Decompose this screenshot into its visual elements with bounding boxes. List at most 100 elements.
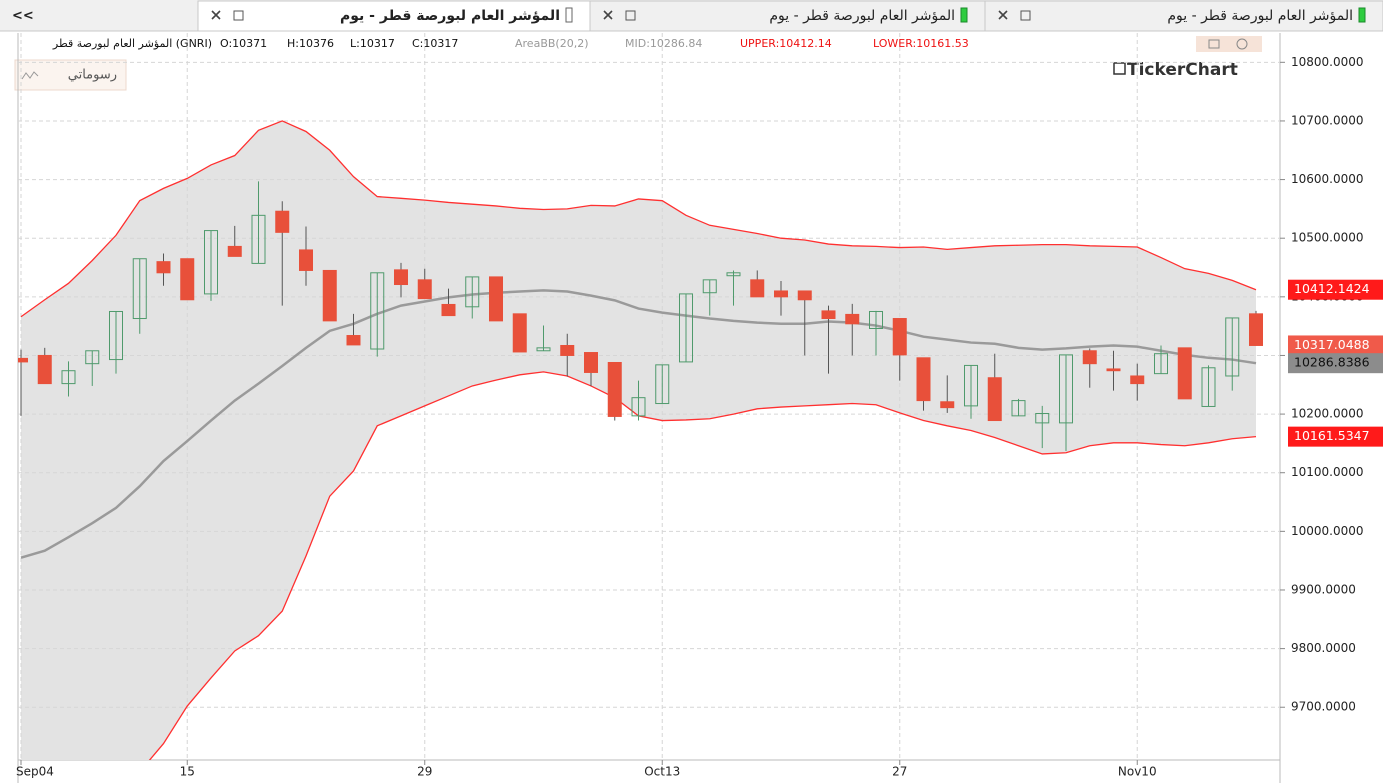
tab-title[interactable]: المؤشر العام لبورصة قطر - يوم (1167, 8, 1353, 24)
candle-body (394, 269, 408, 286)
drawings-icon (21, 71, 39, 80)
panel-controls-box[interactable] (1196, 36, 1262, 52)
candle-body (679, 293, 693, 363)
settings-icon[interactable] (1236, 38, 1248, 50)
candle-body (251, 214, 266, 264)
y-tick-label: 10600.0000 (1291, 172, 1364, 186)
price-tag-label: 10317.0488 (1294, 337, 1370, 352)
candle-body (441, 303, 456, 317)
candle-body (1082, 350, 1097, 365)
candle-body (1130, 375, 1145, 385)
tab-title[interactable]: المؤشر العام لبورصة قطر - يوم (769, 8, 955, 24)
candle-body (869, 310, 883, 329)
tab[interactable]: المؤشر العام لبورصة قطر - يوم (589, 0, 986, 32)
ohlc-label: L:10317 (350, 37, 395, 50)
drawings-label[interactable]: رسوماتي (68, 68, 117, 83)
tabs: المؤشر العام لبورصة قطر - يوم المؤشر العا… (197, 0, 1383, 32)
candle-body (512, 313, 527, 353)
x-tick-label: 27 (892, 765, 907, 779)
candle-body (275, 210, 290, 233)
candle-body (845, 313, 860, 325)
indicator-lower: LOWER:10161.53 (873, 37, 969, 50)
candle-body (964, 364, 978, 407)
price-tag-label: 10286.8386 (1294, 355, 1370, 370)
candle-body (750, 279, 765, 298)
nav-button[interactable]: << (12, 9, 34, 24)
candle-body (940, 401, 955, 409)
indicator-name: AreaBB(20,2) (515, 37, 588, 50)
candle-body (560, 344, 575, 356)
plot (18, 33, 1280, 760)
tab-box[interactable] (197, 0, 591, 32)
candle-body (85, 350, 100, 365)
y-tick-label: 9900.0000 (1291, 582, 1356, 596)
tab-maximize[interactable] (625, 10, 636, 21)
y-tick-label: 10200.0000 (1291, 407, 1364, 421)
candle-body (322, 269, 337, 322)
panel-controls[interactable] (1196, 36, 1262, 52)
price-tag (1288, 353, 1383, 374)
candle-body (987, 377, 1002, 422)
y-tick-label: 9700.0000 (1291, 700, 1356, 714)
candle-body (346, 335, 361, 346)
candle-body (916, 357, 931, 402)
tab-close[interactable] (998, 10, 1008, 20)
tab-maximize[interactable] (1020, 10, 1031, 21)
candle-body (204, 230, 218, 295)
tab-box[interactable] (984, 0, 1383, 32)
candle-body (299, 249, 313, 271)
indicator-upper: UPPER:10412.14 (740, 37, 832, 50)
candle-body (61, 370, 76, 385)
drawings-button[interactable]: رسوماتي (14, 59, 127, 91)
y-tick-label: 10100.0000 (1291, 465, 1364, 479)
candle-body (1035, 413, 1050, 424)
y-tick-label: 10500.0000 (1291, 231, 1364, 245)
ohlc-label: O:10371 (220, 37, 267, 50)
tab-status (960, 7, 968, 23)
candle-body (1059, 354, 1073, 424)
candle-body (227, 245, 242, 257)
info-line: المؤشر العام لبورصة قطر (GNRI) O:10371 H:1… (52, 37, 969, 50)
price-tag (1288, 335, 1383, 356)
candle-body (370, 272, 385, 350)
candle-body (584, 352, 598, 373)
candle-body (1249, 313, 1263, 346)
logo: TickerChart (1113, 60, 1238, 80)
candle-body (631, 397, 646, 417)
maximize-icon[interactable] (1208, 39, 1220, 49)
candle-body (417, 279, 432, 300)
candle-body (1154, 353, 1168, 375)
tab-title[interactable]: المؤشر العام لبورصة قطر - يوم (340, 8, 560, 24)
price-tag (1288, 426, 1383, 447)
middle-band (20, 289, 1257, 559)
tab-maximize[interactable] (233, 10, 244, 21)
candle-body (702, 279, 717, 294)
logo-text: TickerChart (1127, 60, 1238, 80)
tab-close[interactable] (211, 10, 221, 20)
tab-close[interactable] (603, 10, 613, 20)
y-tick-label: 10700.0000 (1291, 113, 1364, 127)
candle-body (156, 261, 171, 274)
x-tick-label: Oct13 (644, 765, 680, 779)
y-tick-label: 9800.0000 (1291, 641, 1356, 655)
candle-body (892, 318, 907, 356)
candle-body (465, 276, 480, 308)
drawings-button-box[interactable] (14, 59, 127, 91)
candle-body (536, 347, 551, 352)
x-tick-label: Sep04 (16, 765, 54, 779)
candle-body (774, 290, 788, 298)
upper-band (20, 120, 1257, 318)
tab-status (1358, 7, 1366, 23)
candle-body (797, 290, 812, 301)
candle-body (489, 276, 503, 322)
y-tick-label: 10800.0000 (1291, 55, 1364, 69)
tab[interactable]: المؤشر العام لبورصة قطر - يوم (984, 0, 1383, 32)
tab[interactable]: المؤشر العام لبورصة قطر - يوم (197, 0, 591, 32)
ohlc-label: C:10317 (412, 37, 458, 50)
candle-body (1177, 347, 1192, 400)
candle-body (1225, 317, 1240, 377)
price-tag (1288, 279, 1383, 300)
candle-body (607, 361, 622, 417)
candle-body (1201, 367, 1216, 407)
